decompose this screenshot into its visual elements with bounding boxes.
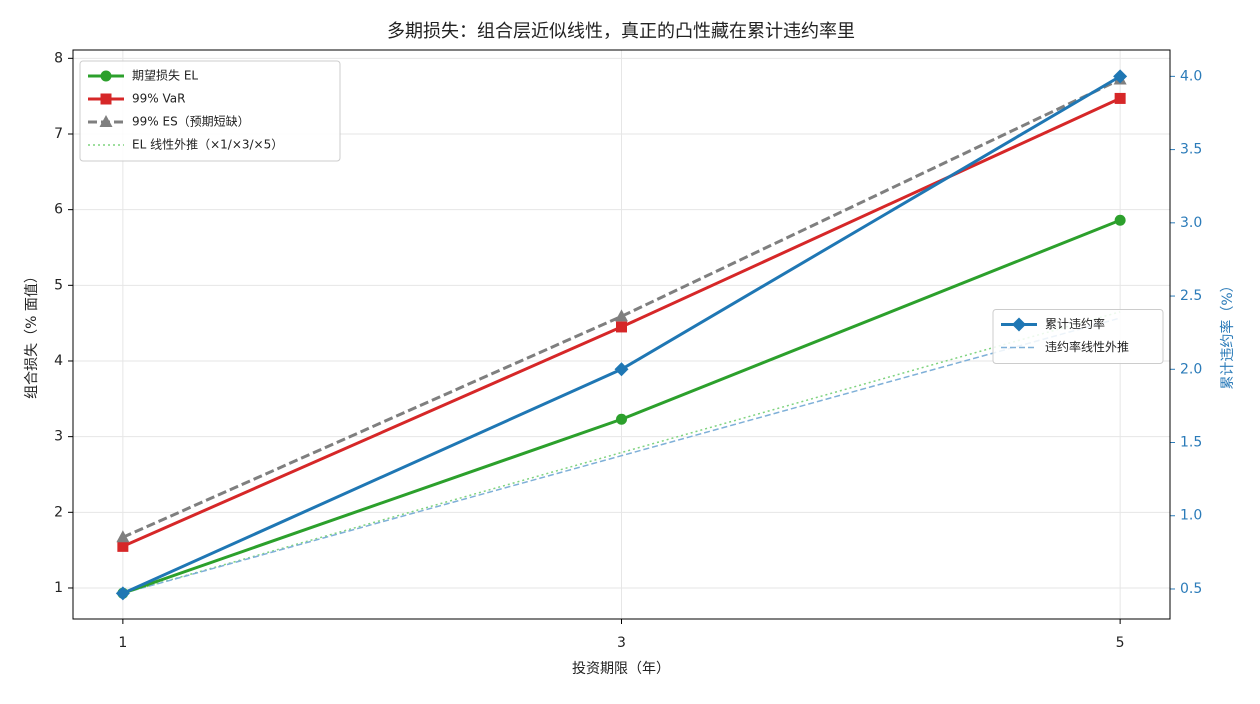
y2-tick-label: 1.0	[1180, 508, 1202, 524]
y-axis-label: 组合损失（% 面值）	[24, 269, 40, 399]
legend-box	[79, 60, 341, 162]
y2-tick-label: 3.0	[1180, 215, 1202, 231]
y2-tick-label: 4.0	[1180, 68, 1202, 84]
y-tick-label: 1	[54, 580, 63, 596]
x-tick-label: 1	[118, 635, 127, 651]
marker	[1114, 214, 1126, 226]
y2-axis-label: 累计违约率（%）	[1219, 278, 1236, 389]
x-tick-label: 5	[1116, 635, 1125, 651]
legend: 期望损失 EL 99% VaR 99% ES（预期短缺） EL 线性外推（×1/×3/…	[79, 60, 341, 162]
y2-tick-label: 0.5	[1180, 581, 1202, 597]
marker	[615, 309, 628, 322]
marker	[616, 413, 627, 425]
x-axis-label: 投资期限（年）	[572, 661, 670, 677]
series-line	[122, 78, 1121, 539]
marker	[117, 540, 129, 552]
y-tick-label: 3	[54, 429, 63, 445]
marker	[614, 362, 629, 377]
series-line	[122, 317, 1121, 595]
marker	[99, 115, 113, 127]
marker	[616, 321, 627, 333]
x-tick-label: 3	[617, 635, 626, 651]
marker	[1113, 69, 1128, 84]
y-tick-label: 4	[54, 353, 63, 369]
plot-frame	[72, 49, 1171, 620]
marker	[100, 70, 112, 82]
legend-label: 累计违约率	[1045, 316, 1105, 331]
marker	[1012, 317, 1026, 332]
y2-tick-label: 2.0	[1180, 361, 1202, 377]
legend-label: 99% VaR	[132, 92, 185, 106]
legend-label: 违约率线性外推	[1045, 339, 1129, 354]
marker	[115, 586, 130, 601]
y2-tick-label: 1.5	[1180, 435, 1202, 451]
legend-label: 期望损失 EL	[132, 68, 198, 83]
legend-label: 99% ES（预期短缺）	[132, 114, 250, 129]
chart-title: 多期损失：组合层近似线性，真正的凸性藏在累计违约率里	[387, 21, 855, 42]
y2-tick-label: 3.5	[1180, 142, 1202, 158]
y-tick-label: 8	[54, 50, 63, 66]
marker	[1114, 92, 1126, 104]
y-tick-label: 7	[54, 126, 63, 142]
legend-label: EL 线性外推（×1/×3/×5）	[132, 138, 283, 152]
y-tick-label: 5	[54, 277, 63, 293]
y-tick-label: 2	[54, 504, 63, 520]
y2-tick-label: 2.5	[1180, 288, 1202, 304]
marker	[116, 530, 130, 543]
y-tick-label: 6	[54, 202, 63, 218]
marker	[100, 93, 112, 105]
